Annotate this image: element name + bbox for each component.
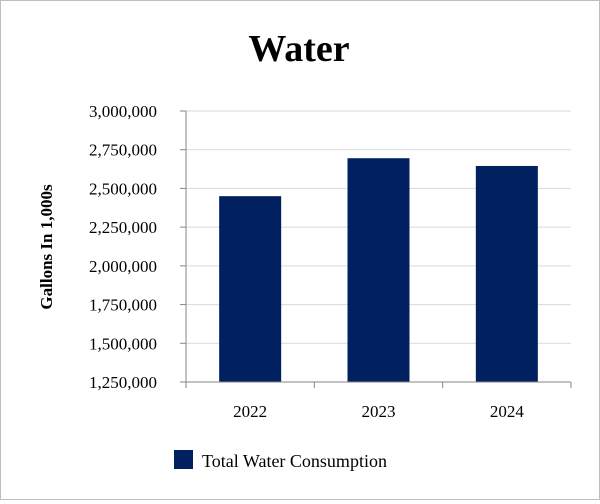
x-tick-label-2024: 2024 xyxy=(490,402,525,421)
y-tick-label-5: 2,500,000 xyxy=(89,179,157,198)
y-tick-label-3: 2,000,000 xyxy=(89,257,157,276)
y-tick-label-1: 1,500,000 xyxy=(89,334,157,353)
chart-title: Water xyxy=(248,28,349,70)
axes xyxy=(180,110,572,388)
bar-2024 xyxy=(475,165,538,382)
x-tick-labels: 2022 2023 2024 xyxy=(233,402,524,421)
legend-label: Total Water Consumption xyxy=(202,451,387,471)
y-axis-title: Gallons In 1,000s xyxy=(37,184,56,310)
y-tick-label-0: 1,250,000 xyxy=(89,373,157,392)
bar-2022 xyxy=(219,196,282,382)
y-tick-label-4: 2,250,000 xyxy=(89,218,157,237)
legend: Total Water Consumption xyxy=(174,450,387,471)
y-tick-label-2: 1,750,000 xyxy=(89,296,157,315)
bars xyxy=(219,158,538,382)
y-tick-label-7: 3,000,000 xyxy=(89,102,157,121)
x-tick-label-2022: 2022 xyxy=(233,402,267,421)
x-tick-label-2023: 2023 xyxy=(362,402,396,421)
legend-swatch xyxy=(174,450,193,469)
y-tick-label-6: 2,750,000 xyxy=(89,141,157,160)
y-tick-labels: 1,250,000 1,500,000 1,750,000 2,000,000 2,25… xyxy=(89,102,157,392)
bar-2023 xyxy=(347,158,410,382)
